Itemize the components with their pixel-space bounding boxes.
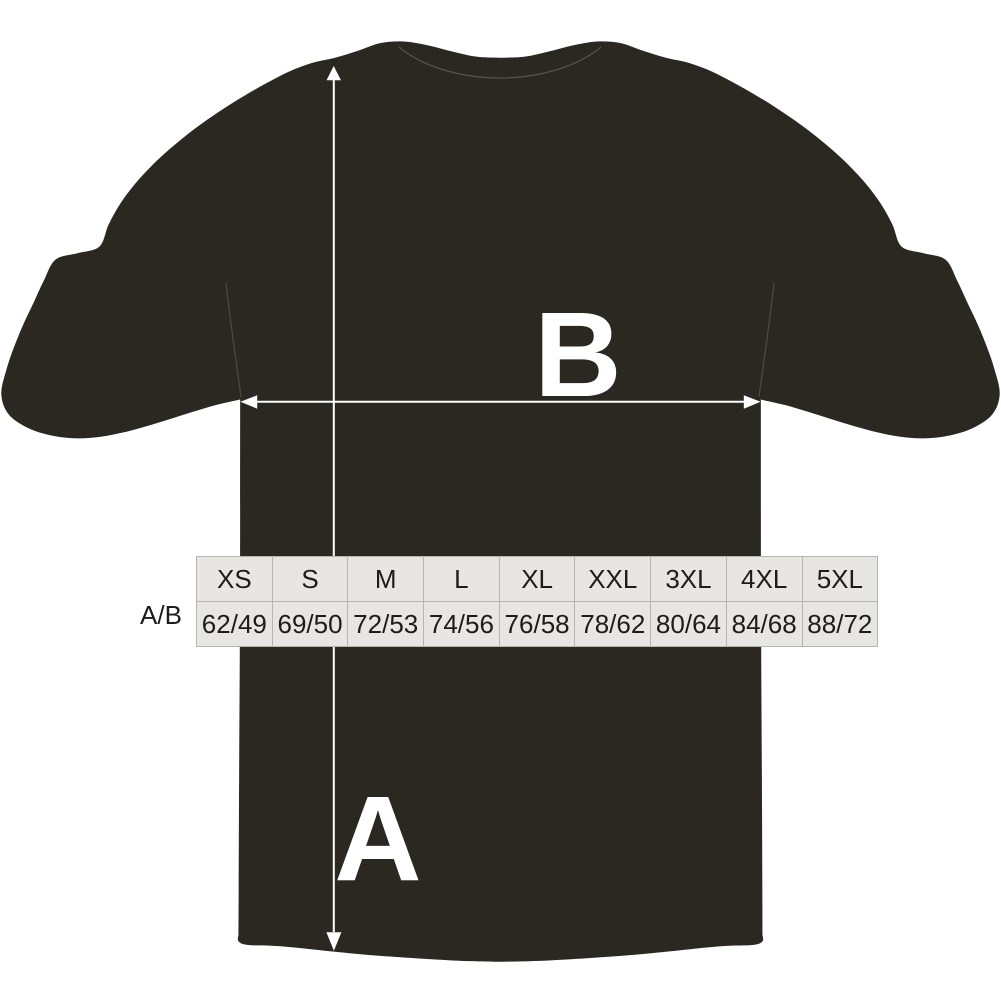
svg-text:B: B xyxy=(534,286,621,422)
svg-text:A: A xyxy=(334,770,421,906)
